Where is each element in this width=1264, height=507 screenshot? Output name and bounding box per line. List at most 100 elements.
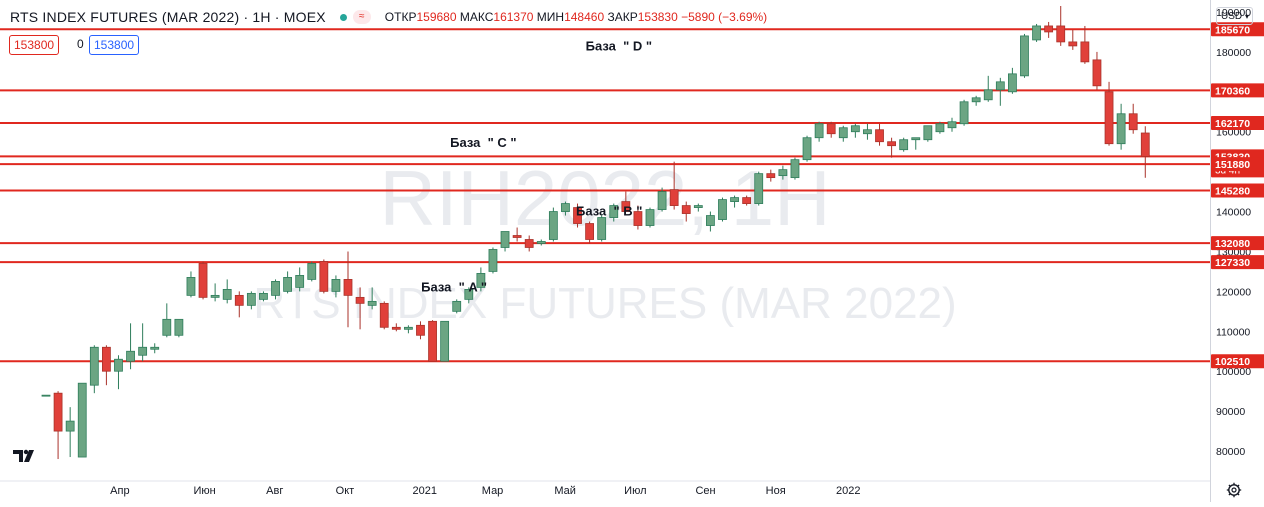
candle-66 [838, 125, 848, 142]
candle-27 [367, 287, 377, 310]
candle-body [355, 296, 365, 304]
candle-30 [403, 325, 413, 334]
gear-icon[interactable] [1226, 482, 1242, 498]
candle-body [681, 205, 691, 214]
candle-37 [488, 247, 498, 274]
level-badge-value: 170360 [1215, 85, 1250, 97]
candle-65 [826, 121, 836, 138]
candle-39 [512, 227, 522, 242]
candle-body [983, 89, 993, 101]
candle-body [838, 127, 848, 139]
candle-25 [343, 251, 353, 328]
candle-body [875, 129, 884, 143]
candle-body [923, 125, 933, 141]
change-value: −5890 (−3.69%) [681, 10, 768, 24]
candle-21 [295, 267, 305, 292]
level-badge [1211, 354, 1264, 369]
candle-body [899, 139, 909, 151]
candle-58 [742, 195, 752, 206]
candle-body [464, 288, 474, 300]
candle-body [597, 217, 607, 240]
price-tick-label: 90000 [1216, 406, 1245, 418]
candle-63 [802, 135, 812, 162]
currency-dropdown[interactable]: USD ▾ [1216, 7, 1253, 25]
candle-57 [730, 195, 739, 208]
currency-label: USD [1221, 11, 1243, 22]
sell-button[interactable]: 153800 [9, 35, 60, 55]
tradingview-logo-icon[interactable] [12, 446, 38, 466]
candle-body [150, 346, 160, 350]
high-value: 161370 [493, 10, 534, 24]
candle-body [850, 125, 860, 133]
candlestick-chart-svg[interactable]: RIH2022, 1H RTS INDEX FUTURES (MAR 2022)… [0, 0, 1210, 502]
candle-body [1080, 41, 1090, 63]
candle-body [198, 263, 208, 298]
candle-6 [114, 355, 123, 390]
candle-body [343, 279, 353, 296]
buy-button[interactable]: 153800 [89, 35, 140, 55]
candle-body [162, 318, 172, 336]
candle-body [77, 382, 87, 458]
candle-body [766, 173, 776, 179]
candle-body [271, 281, 280, 296]
symbol-title[interactable]: RTS INDEX FUTURES (MAR 2022) · 1H · MOEX [10, 9, 326, 25]
candle-body [959, 101, 969, 125]
price-tick-label: 180000 [1216, 47, 1251, 59]
candle-body [778, 169, 788, 177]
candle-body [561, 203, 570, 212]
price-axis[interactable]: 80000 90000 100000 110000 120000 130000 140000… [1210, 0, 1264, 502]
candle-68 [863, 123, 872, 140]
candle-body [210, 294, 220, 298]
candle-body [790, 159, 800, 179]
candle-50 [645, 207, 655, 228]
candle-body [1008, 73, 1017, 93]
candle-0 [41, 394, 51, 397]
candle-body [693, 205, 703, 208]
candle-49 [633, 205, 643, 230]
candle-body [319, 261, 329, 292]
candle-48 [621, 191, 631, 212]
candle-body [307, 263, 317, 280]
candle-body [403, 326, 413, 330]
price-axis-svg[interactable]: 8000090000100000110000120000130000140000… [1211, 0, 1264, 502]
candle-body [428, 320, 437, 362]
candle-79 [995, 77, 1005, 106]
candle-89 [1116, 103, 1126, 150]
candle-body [1056, 25, 1066, 43]
annotation-label: База " B " [576, 204, 642, 219]
annotation-label: База " C " [450, 135, 516, 150]
candle-18 [259, 291, 268, 302]
data-wave-icon[interactable]: ≈ [352, 10, 371, 24]
candle-body [585, 223, 594, 240]
candle-body [935, 123, 945, 133]
candle-body [669, 189, 679, 206]
candle-body [1128, 113, 1138, 131]
candle-body [1020, 35, 1029, 77]
candle-36 [476, 267, 486, 292]
candle-body [887, 141, 896, 147]
candle-body [536, 241, 546, 244]
price-chart[interactable]: RIH2022, 1H RTS INDEX FUTURES (MAR 2022)… [0, 0, 1210, 502]
time-axis-label: Июн [193, 485, 215, 497]
candles [41, 5, 1150, 460]
price-tick-label: 100000 [1216, 366, 1251, 378]
candle-62 [790, 157, 800, 180]
chevron-down-icon: ▾ [1244, 12, 1249, 21]
level-badge [1211, 236, 1264, 251]
candle-31 [416, 321, 425, 340]
price-tick-label: 120000 [1216, 286, 1251, 298]
candle-1 [53, 391, 63, 460]
candle-40 [524, 235, 534, 252]
level-badge-value: 102510 [1215, 356, 1250, 368]
level-badge [1211, 157, 1264, 172]
candle-19 [271, 279, 280, 300]
candle-8 [138, 323, 148, 362]
level-badge [1211, 83, 1264, 98]
candle-64 [814, 121, 824, 142]
candle-76 [959, 99, 969, 126]
candle-body [222, 288, 232, 300]
level-badge [1211, 22, 1264, 37]
candle-33 [440, 320, 450, 362]
candle-46 [597, 215, 607, 242]
level-badge-value: 127330 [1215, 257, 1250, 269]
